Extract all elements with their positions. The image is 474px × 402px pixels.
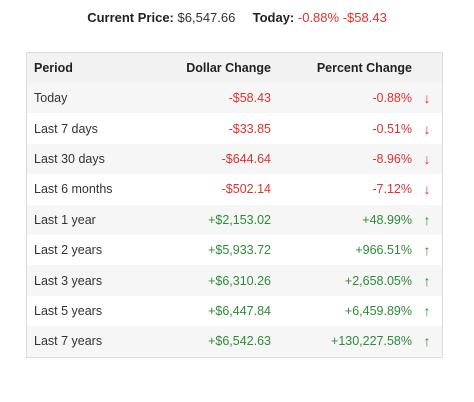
- arrow-up-icon: ↑: [423, 333, 431, 350]
- row-percent-change: -7.12%: [372, 182, 412, 197]
- table-row: Last 2 years +$5,933.72 +966.51% ↑: [27, 234, 442, 266]
- row-period: Last 7 days: [34, 121, 98, 136]
- row-percent-change: +48.99%: [362, 212, 412, 227]
- row-period: Last 7 years: [34, 334, 103, 349]
- table-header-row: Period Dollar Change Percent Change: [27, 53, 442, 83]
- table-row: Last 3 years +$6,310.26 +2,658.05% ↑: [27, 265, 442, 296]
- table-row: Last 6 months -$502.14 -7.12% ↓: [27, 174, 442, 205]
- table-row: Last 7 years +$6,542.63 +130,227.58% ↑: [27, 326, 442, 357]
- arrow-up-icon: ↑: [423, 242, 431, 259]
- current-price-label: Current Price:: [87, 10, 174, 25]
- row-period: Last 6 months: [34, 182, 113, 197]
- row-dollar-change: -$644.64: [221, 151, 271, 166]
- row-percent-change: +130,227.58%: [331, 334, 412, 349]
- row-period: Last 30 days: [34, 151, 105, 166]
- row-dollar-change: -$502.14: [221, 182, 271, 197]
- row-percent-change: +966.51%: [355, 243, 412, 258]
- row-dollar-change: +$5,933.72: [208, 243, 271, 258]
- row-dollar-change: +$6,447.84: [208, 303, 271, 318]
- row-period: Last 3 years: [34, 273, 103, 288]
- row-dollar-change: -$33.85: [228, 121, 271, 136]
- header-percent-change: Percent Change: [316, 61, 412, 75]
- arrow-down-icon: ↓: [423, 150, 431, 167]
- arrow-down-icon: ↓: [423, 90, 431, 107]
- row-period: Today: [34, 91, 68, 106]
- row-percent-change: +2,658.05%: [344, 273, 412, 288]
- today-label: Today:: [252, 10, 295, 25]
- arrow-up-icon: ↑: [423, 272, 431, 289]
- arrow-up-icon: ↑: [423, 211, 431, 228]
- row-dollar-change: +$6,310.26: [208, 273, 271, 288]
- arrow-down-icon: ↓: [423, 181, 431, 198]
- row-percent-change: -0.88%: [372, 91, 412, 106]
- row-period: Last 2 years: [34, 243, 103, 258]
- today-dollar: -$58.43: [342, 10, 387, 25]
- row-dollar-change: +$2,153.02: [208, 212, 271, 227]
- table-row: Last 30 days -$644.64 -8.96% ↓: [27, 143, 442, 175]
- row-percent-change: -8.96%: [372, 151, 412, 166]
- row-dollar-change: -$58.43: [228, 91, 271, 106]
- table-row: Last 7 days -$33.85 -0.51% ↓: [27, 113, 442, 144]
- row-dollar-change: +$6,542.63: [208, 334, 271, 349]
- price-summary: Current Price: $6,547.66 Today: -0.88% -…: [0, 10, 474, 25]
- arrow-down-icon: ↓: [423, 120, 431, 137]
- table-row: Last 1 year +$2,153.02 +48.99% ↑: [27, 204, 442, 235]
- row-percent-change: -0.51%: [372, 121, 412, 136]
- header-period: Period: [34, 61, 73, 75]
- header-dollar-change: Dollar Change: [186, 61, 271, 75]
- arrow-up-icon: ↑: [423, 302, 431, 319]
- row-period: Last 1 year: [34, 212, 96, 227]
- row-percent-change: +6,459.89%: [344, 303, 412, 318]
- today-percent: -0.88%: [297, 10, 340, 25]
- table-row: Today -$58.43 -0.88% ↓: [27, 83, 442, 114]
- table-row: Last 5 years +$6,447.84 +6,459.89% ↑: [27, 295, 442, 327]
- price-change-table: Period Dollar Change Percent Change Toda…: [26, 52, 443, 358]
- current-price-value: $6,547.66: [177, 10, 236, 25]
- row-period: Last 5 years: [34, 303, 103, 318]
